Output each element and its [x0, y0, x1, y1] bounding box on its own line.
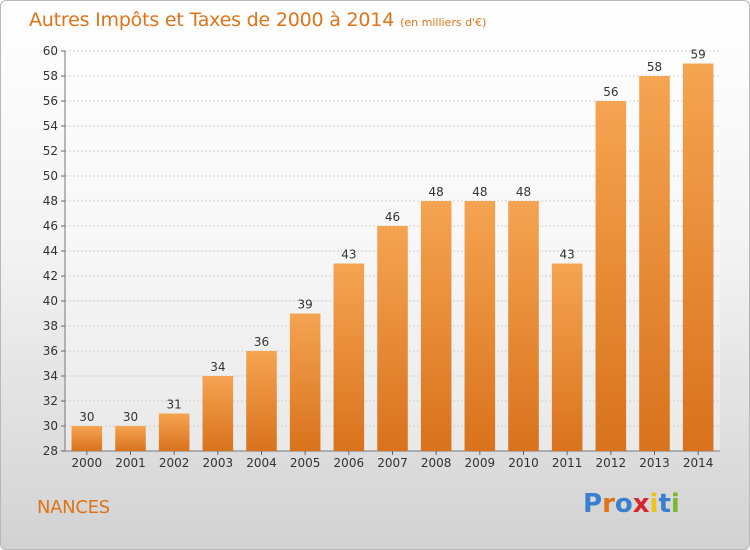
x-tick-label: 2002: [159, 456, 190, 470]
logo-letter: i: [670, 489, 680, 519]
title-text: Autres Impôts et Taxes de 2000 à 2014: [29, 9, 395, 31]
chart-title: Autres Impôts et Taxes de 2000 à 2014 (en…: [29, 9, 486, 31]
data-label: 48: [472, 185, 487, 199]
place-name: NANCES: [37, 497, 110, 518]
y-tick-label: 38: [43, 319, 58, 333]
x-tick-label: 2008: [421, 456, 452, 470]
y-tick-label: 40: [43, 294, 58, 308]
y-tick-label: 30: [43, 419, 58, 433]
x-tick-label: 2009: [465, 456, 496, 470]
y-tick-label: 48: [43, 194, 58, 208]
logo-letter: x: [632, 489, 650, 519]
y-tick-label: 50: [43, 169, 58, 183]
data-label: 34: [210, 360, 225, 374]
data-label: 56: [603, 85, 618, 99]
y-tick-label: 36: [43, 344, 58, 358]
bar: [289, 313, 321, 451]
proxiti-logo[interactable]: Proxiti: [583, 489, 680, 519]
x-tick-label: 2001: [115, 456, 146, 470]
y-tick-label: 56: [43, 94, 58, 108]
logo-letter: r: [602, 489, 615, 519]
x-tick-label: 2010: [508, 456, 539, 470]
bar: [202, 376, 234, 451]
y-tick-label: 34: [43, 369, 58, 383]
bar: [71, 426, 103, 451]
logo-letter: o: [614, 489, 633, 519]
data-label: 48: [516, 185, 531, 199]
bar: [551, 263, 583, 451]
y-tick-label: 46: [43, 219, 58, 233]
bar: [595, 101, 627, 451]
y-tick-label: 32: [43, 394, 58, 408]
data-label: 30: [123, 410, 138, 424]
data-label: 48: [429, 185, 444, 199]
bar: [115, 426, 146, 451]
x-tick-label: 2007: [377, 456, 408, 470]
y-tick-label: 52: [43, 144, 58, 158]
title-unit: (en milliers d'€): [400, 16, 487, 29]
bar: [333, 263, 365, 451]
data-label: 39: [298, 298, 313, 312]
y-tick-label: 58: [43, 69, 58, 83]
x-tick-label: 2003: [203, 456, 234, 470]
x-tick-label: 2013: [639, 456, 670, 470]
y-tick-label: 60: [43, 44, 58, 58]
x-tick-label: 2004: [246, 456, 277, 470]
y-tick-label: 42: [43, 269, 58, 283]
data-label: 46: [385, 210, 400, 224]
data-label: 58: [647, 60, 662, 74]
bar: [508, 201, 539, 451]
logo-letter: t: [658, 489, 671, 519]
data-label: 36: [254, 335, 269, 349]
data-label: 30: [79, 410, 94, 424]
bar: [420, 201, 452, 451]
x-tick-label: 2000: [72, 456, 103, 470]
logo-letter: i: [649, 489, 659, 519]
data-label: 59: [691, 48, 706, 62]
bar: [464, 201, 496, 451]
data-label: 31: [167, 398, 182, 412]
x-tick-label: 2011: [552, 456, 583, 470]
bar: [158, 413, 190, 451]
x-tick-label: 2006: [334, 456, 365, 470]
y-tick-label: 44: [43, 244, 58, 258]
y-tick-label: 54: [43, 119, 58, 133]
logo-letter: P: [583, 489, 603, 519]
y-tick-label: 28: [43, 444, 58, 458]
x-tick-label: 2014: [683, 456, 714, 470]
bar: [639, 76, 670, 451]
x-tick-label: 2005: [290, 456, 321, 470]
bar: [246, 351, 277, 451]
bar: [377, 226, 408, 451]
bar: [682, 63, 714, 451]
data-label: 43: [560, 248, 575, 262]
x-tick-label: 2012: [596, 456, 627, 470]
data-label: 43: [341, 248, 356, 262]
